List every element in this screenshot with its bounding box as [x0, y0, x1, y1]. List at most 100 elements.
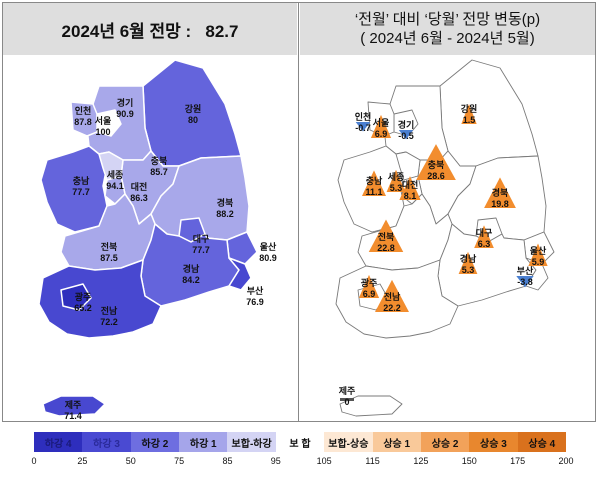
region-name-label: 강원 [185, 103, 202, 114]
region-name-label: 제주 [339, 385, 356, 396]
left-panel-header: 2024년 6월 전망 : 82.7 [3, 3, 297, 55]
left-title-prefix: 2024년 6월 전망 : [61, 21, 192, 41]
legend-tick-label: 50 [125, 456, 136, 466]
region-value-label: 77.7 [192, 245, 210, 255]
region-change-label: 19.8 [491, 199, 509, 209]
legend-tick-label: 105 [316, 456, 332, 466]
region-change-label: 1.5 [463, 115, 476, 125]
region-change-label: 6.9 [363, 289, 376, 299]
region-change-label: 28.6 [427, 171, 445, 181]
region-value-label: 87.8 [74, 117, 92, 127]
region-value-label: 87.5 [100, 253, 118, 263]
panel-frame [2, 2, 596, 422]
right-title-line1: ‘전월’ 대비 ‘당월’ 전망 변동(p) [354, 11, 541, 28]
decrease-triangle-icon [398, 130, 414, 140]
region-value-label: 76.9 [246, 297, 264, 307]
region-value-label: 100 [95, 127, 110, 137]
region-value-label: 80.9 [259, 253, 277, 263]
region-name-label: 충남 [73, 175, 90, 186]
region-change-label: -0.7 [355, 123, 371, 133]
region-name-label: 울산 [260, 241, 277, 252]
region-name-label: 세종 [388, 171, 405, 182]
region-value-label: 84.2 [182, 275, 200, 285]
region-name-label: 대전 [402, 179, 419, 190]
legend-item: 상승 4 [517, 432, 566, 452]
region-name-label: 전북 [378, 231, 395, 242]
region-change-label: 11.1 [365, 187, 382, 197]
region-value-label: 65.2 [74, 303, 92, 313]
legend-item: 상승 1 [372, 432, 421, 452]
region-busan [228, 257, 252, 291]
legend-item: 하강 3 [82, 432, 131, 452]
increase-triangle-icon [399, 176, 421, 200]
region-incheon [70, 101, 98, 137]
region-name-label: 경기 [117, 97, 134, 108]
region-name-label: 세종 [107, 169, 124, 180]
region-name-label: 광주 [361, 277, 378, 288]
region-value-label: 88.2 [216, 209, 234, 219]
region-value-label: 72.2 [100, 317, 118, 327]
region-value-label: 86.3 [130, 193, 148, 203]
region-name-label: 충남 [366, 175, 383, 186]
increase-triangle-icon [474, 225, 494, 248]
decrease-triangle-icon [516, 276, 534, 288]
legend-tick-label: 85 [222, 456, 233, 466]
region-name-label: 서울 [95, 115, 112, 126]
legend-item: 보합-하강 [227, 432, 276, 452]
left-title-value: 82.7 [205, 21, 239, 41]
region-name-label: 서울 [373, 117, 390, 128]
region-change-label: 5.9 [532, 257, 545, 267]
legend-item: 상승 3 [469, 432, 518, 452]
increase-triangle-icon [358, 274, 380, 298]
legend-item: 하강 1 [179, 432, 228, 452]
region-name-label: 전북 [101, 241, 118, 252]
increase-triangle-icon [458, 251, 478, 274]
no-change-bar-icon [340, 398, 354, 401]
legend-item: 보합-상승 [324, 432, 373, 452]
region-name-label: 충북 [428, 159, 445, 170]
region-name-label: 대구 [193, 233, 210, 244]
decrease-triangle-icon [355, 122, 371, 132]
increase-triangle-icon [368, 219, 404, 252]
region-change-label: 22.2 [383, 303, 401, 313]
increase-triangle-icon [528, 243, 548, 266]
increase-triangle-icon [386, 169, 406, 192]
region-name-label: 전남 [384, 291, 401, 302]
region-name-label: 충북 [151, 155, 168, 166]
region-name-label: 경기 [398, 119, 415, 130]
legend-tick-label: 200 [558, 456, 574, 466]
region-name-label: 울산 [530, 245, 547, 256]
legend-tick-label: 0 [31, 456, 37, 466]
region-jeju [42, 395, 106, 417]
region-name-label: 전남 [101, 305, 118, 316]
legend-tick-label: 125 [413, 456, 429, 466]
legend-tick-label: 95 [270, 456, 281, 466]
region-outline-gangwon [439, 59, 539, 167]
legend-item: 보 합 [275, 432, 325, 452]
legend-ticks: 0 25 50 75 85 95 105 115 125 150 175 200 [0, 456, 600, 472]
region-name-label: 경북 [217, 197, 234, 208]
region-name-label: 인천 [75, 106, 92, 116]
region-value-label: 85.7 [150, 167, 168, 177]
region-name-label: 강원 [461, 103, 478, 114]
region-name-label: 경남 [460, 253, 477, 264]
region-value-label: 71.4 [64, 411, 82, 421]
legend-item: 하강 4 [34, 432, 83, 452]
right-panel-header: ‘전월’ 대비 ‘당월’ 전망 변동(p) ( 2024년 6월 - 2024년… [300, 3, 595, 55]
legend-item: 상승 2 [420, 432, 470, 452]
legend-tick-label: 115 [365, 456, 380, 466]
region-outline-jeju [339, 395, 403, 417]
legend-item: 하강 2 [130, 432, 180, 452]
region-change-label: 8.1 [404, 191, 417, 201]
right-title-line2: ( 2024년 6월 - 2024년 5월) [360, 30, 535, 47]
legend-tick-label: 175 [510, 456, 526, 466]
region-value-label: 94.1 [106, 181, 124, 191]
region-name-label: 부산 [247, 285, 264, 296]
region-change-label: 5.3 [390, 183, 403, 193]
panel-divider [298, 2, 299, 422]
increase-triangle-icon [375, 279, 409, 312]
increase-triangle-icon [370, 114, 392, 138]
legend-bar: 하강 4 하강 3 하강 2 하강 1 보합-하강 보 합 보합-상승 상승 1 상승 2 상승 … [34, 432, 566, 452]
legend-tick-label: 75 [174, 456, 185, 466]
